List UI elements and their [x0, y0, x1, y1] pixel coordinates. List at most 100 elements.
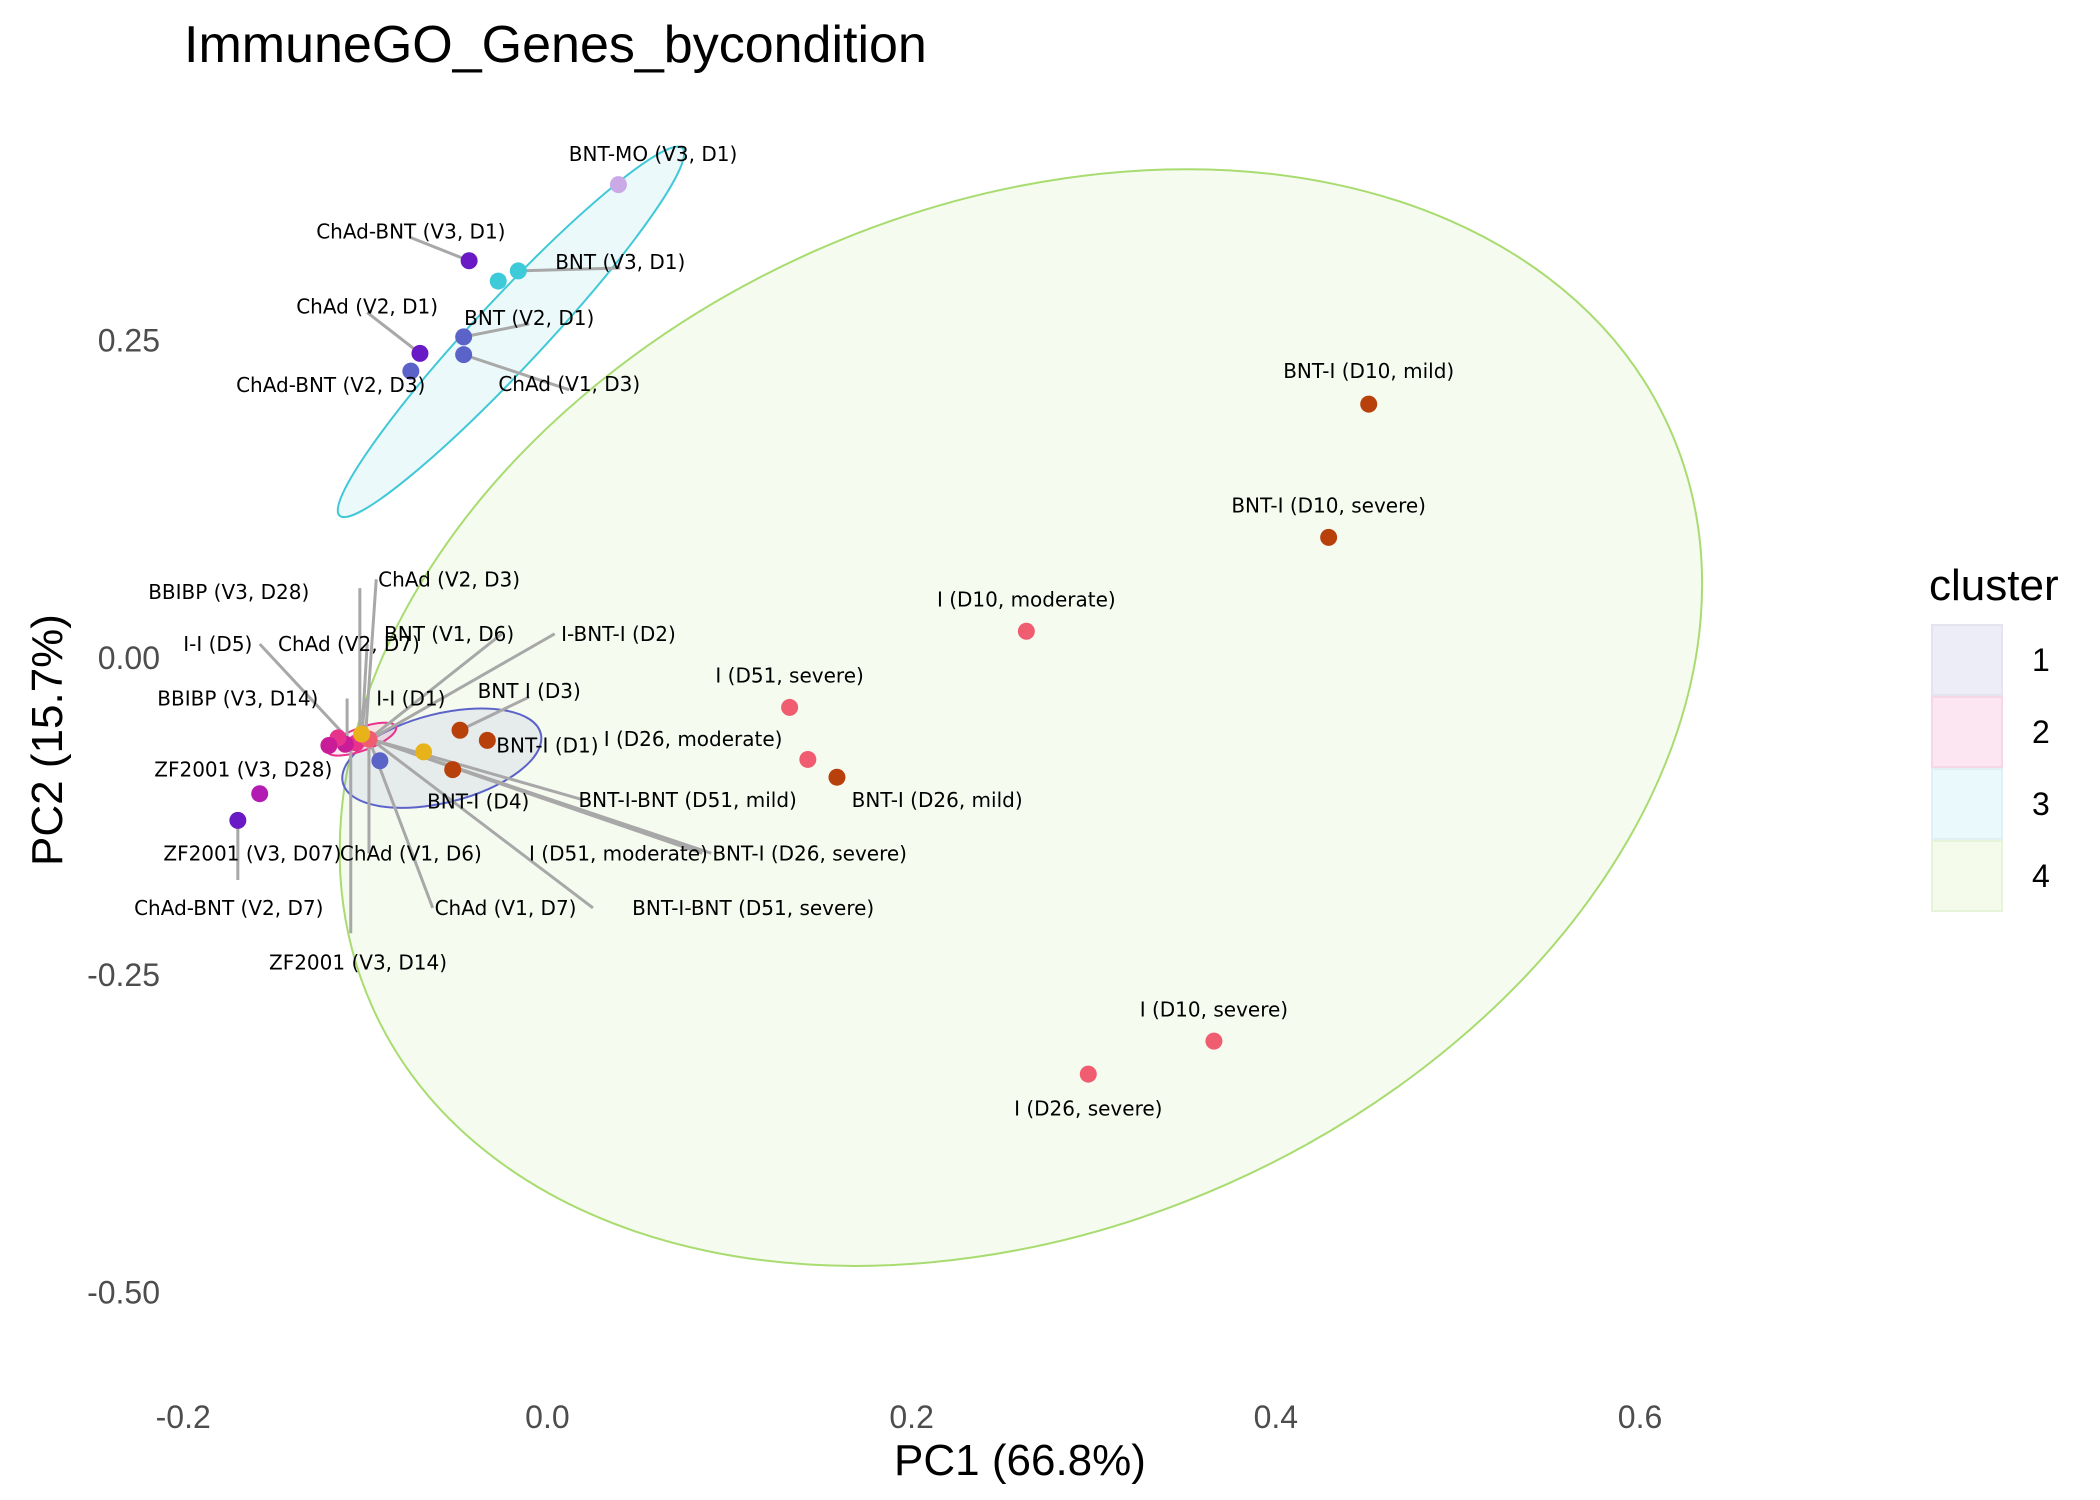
y-tick-label: 0.00 — [98, 640, 160, 676]
cluster-ellipse-4 — [338, 168, 1704, 1267]
leader-line — [370, 632, 556, 741]
point-label: ChAd (V1, D3) — [498, 372, 640, 396]
label-leader-lines — [236, 236, 712, 934]
point-label: ChAd (V1, D6) — [340, 841, 482, 865]
y-tick-label: 0.25 — [98, 323, 160, 359]
x-tick-label: 0.6 — [1618, 1399, 1662, 1435]
point-label: I (D51, severe) — [715, 664, 863, 688]
point-label: BNT I (D3) — [478, 679, 581, 703]
point-label: BBIBP (V3, D14) — [157, 687, 318, 711]
data-point — [1079, 1065, 1097, 1083]
leader-line — [463, 353, 570, 392]
point-label: ChAd-BNT (V2, D3) — [236, 373, 425, 397]
point-label: ZF2001 (V3, D28) — [154, 758, 332, 782]
point-label: I-BNT-I (D2) — [561, 622, 676, 646]
data-point — [799, 750, 817, 768]
point-label: ZF2001 (V3, D14) — [269, 950, 447, 974]
point-label: BNT-I-BNT (D51, severe) — [632, 896, 874, 920]
data-point — [353, 725, 371, 743]
leader-line — [410, 236, 470, 263]
leader-line — [366, 311, 421, 355]
point-label: I (D51, moderate) — [529, 841, 708, 865]
point-label: I (D26, moderate) — [604, 727, 783, 751]
point-label: BNT-I (D4) — [427, 789, 529, 813]
data-points — [229, 176, 1378, 1083]
y-tick-label: -0.50 — [87, 1274, 160, 1310]
legend-key — [1931, 840, 2003, 912]
y-tick-label: -0.25 — [87, 957, 160, 993]
y-axis-ticks: -0.50 -0.25 0.00 0.25 — [87, 323, 160, 1311]
point-labels: BNT-MO (V3, D1) ChAd-BNT (V3, D1) BNT (V3,… — [134, 142, 1454, 1120]
x-tick-label: 0.4 — [1254, 1399, 1298, 1435]
data-point — [455, 346, 473, 364]
point-label: ChAd (V2, D3) — [378, 567, 520, 591]
data-point — [371, 752, 389, 770]
point-label: BNT-I (D1) — [496, 733, 598, 757]
leader-line — [463, 322, 530, 339]
x-tick-label: -0.2 — [156, 1399, 211, 1435]
point-label: BBIBP (V3, D28) — [148, 580, 309, 604]
data-point — [478, 731, 496, 749]
data-point — [402, 362, 420, 380]
leader-line — [369, 737, 594, 910]
data-point — [251, 785, 269, 803]
leader-line — [258, 642, 352, 743]
legend-label: 3 — [2032, 786, 2050, 822]
legend-title: cluster — [1929, 561, 2059, 610]
point-label: I-I (D5) — [183, 632, 252, 656]
point-label: BNT-MO (V3, D1) — [569, 142, 738, 166]
leader-line — [518, 266, 621, 273]
data-point — [1017, 622, 1035, 640]
x-axis-title: PC1 (66.8%) — [894, 1436, 1146, 1485]
point-label: ChAd (V1, D7) — [435, 896, 577, 920]
point-label: ChAd (V2, D7) — [278, 632, 420, 656]
cluster-ellipse-3 — [336, 145, 686, 519]
data-point — [609, 176, 627, 194]
point-label: BNT-I-BNT (D51, mild) — [578, 788, 796, 812]
leader-line — [368, 632, 503, 741]
legend-label: 2 — [2032, 714, 2050, 750]
x-tick-label: 0.0 — [525, 1399, 569, 1435]
data-point — [1320, 528, 1338, 546]
data-point — [415, 743, 433, 761]
y-axis-title: PC2 (15.7%) — [23, 614, 72, 866]
point-label: BNT-I (D10, severe) — [1231, 494, 1426, 518]
point-label: I (D10, moderate) — [937, 588, 1116, 612]
data-point — [229, 811, 247, 829]
chart-title: ImmuneGO_Genes_bycondition — [184, 16, 927, 74]
legend-label: 4 — [2032, 858, 2050, 894]
point-label: I (D10, severe) — [1140, 997, 1288, 1021]
point-label: ZF2001 (V3, D07) — [163, 841, 341, 865]
data-point — [320, 736, 338, 754]
legend: cluster 1 2 3 4 — [1929, 561, 2059, 912]
legend-key — [1931, 696, 2003, 768]
data-point — [828, 768, 846, 786]
data-point — [411, 344, 429, 362]
data-point — [444, 761, 462, 779]
legend-key — [1931, 624, 2003, 696]
data-point — [509, 262, 527, 280]
data-point — [781, 698, 799, 716]
data-point — [489, 272, 507, 290]
point-label: I (D26, severe) — [1014, 1096, 1162, 1120]
legend-label: 1 — [2032, 642, 2050, 678]
point-label: BNT (V3, D1) — [555, 250, 685, 274]
point-label: BNT-I (D26, severe) — [712, 841, 907, 865]
point-label: BNT-I (D10, mild) — [1283, 359, 1454, 383]
data-point — [1360, 395, 1378, 413]
leader-line — [370, 737, 585, 802]
data-point — [455, 328, 473, 346]
point-label: BNT (V1, D6) — [384, 622, 514, 646]
legend-key — [1931, 768, 2003, 840]
data-point — [1205, 1032, 1223, 1050]
data-point — [451, 721, 469, 739]
point-label: BNT (V2, D1) — [464, 306, 594, 330]
point-label: BNT-I (D26, mild) — [852, 788, 1023, 812]
data-point — [460, 252, 478, 270]
leader-line — [363, 579, 378, 740]
x-axis-ticks: -0.2 0.0 0.2 0.4 0.6 — [156, 1399, 1663, 1435]
point-label: ChAd-BNT (V2, D7) — [134, 896, 323, 920]
leader-line — [459, 695, 530, 732]
point-label: ChAd (V2, D1) — [296, 294, 438, 318]
